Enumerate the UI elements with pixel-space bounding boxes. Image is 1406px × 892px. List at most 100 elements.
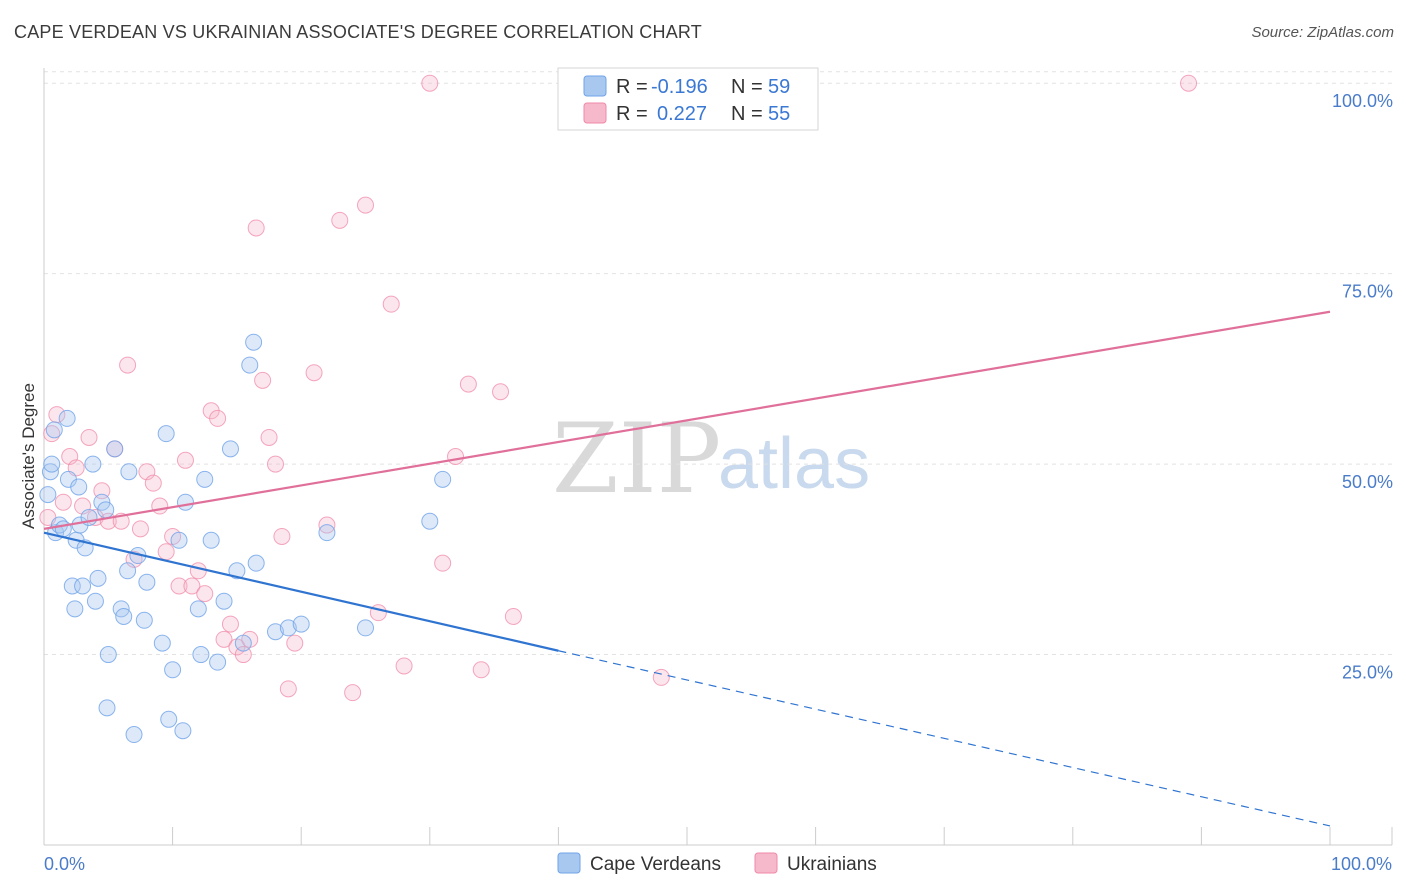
- ukrainian-point: [434, 554, 452, 572]
- cape-verdean-point: [215, 592, 233, 610]
- ukrainian-point: [54, 493, 72, 511]
- y-axis-label: Associate's Degree: [19, 383, 38, 529]
- cape-verdean-point: [421, 512, 439, 530]
- ukrainian-point: [273, 527, 291, 545]
- ukrainian-point: [266, 455, 284, 473]
- y-tick-label: 25.0%: [1342, 663, 1393, 683]
- ukrainian-point: [504, 607, 522, 625]
- cape-verdeans-trend-line: [43, 531, 559, 652]
- ukrainian-point: [421, 74, 439, 92]
- ukrainian-point: [260, 428, 278, 446]
- cape-verdean-point: [174, 722, 192, 740]
- cape-verdean-point: [99, 646, 117, 664]
- ukrainian-point: [119, 356, 137, 374]
- legend-swatch-cape-verdeans: [583, 75, 607, 97]
- cape-verdean-point: [39, 486, 57, 504]
- cape-verdean-point: [119, 562, 137, 580]
- y-tick-label: 75.0%: [1342, 282, 1393, 302]
- ukrainian-point: [221, 615, 239, 633]
- cape-verdean-point: [98, 699, 116, 717]
- cape-verdean-point: [45, 421, 63, 439]
- ukrainian-point: [652, 668, 670, 686]
- ukrainian-point: [331, 211, 349, 229]
- legend-n-value-1: 59: [768, 76, 790, 98]
- bottom-legend-swatch-ukrainians: [754, 852, 778, 874]
- ukrainian-point: [131, 520, 149, 538]
- cape-verdean-point: [357, 619, 374, 637]
- cape-verdean-point: [164, 661, 182, 679]
- cape-verdean-point: [241, 356, 259, 374]
- ukrainian-point: [183, 577, 201, 595]
- y-tick-label: 100.0%: [1332, 91, 1393, 111]
- ukrainian-point: [395, 657, 413, 675]
- ukrainian-point: [176, 451, 194, 469]
- ukrainian-point: [492, 383, 510, 401]
- cape-verdean-point: [170, 531, 188, 549]
- ukrainian-point: [279, 680, 297, 698]
- cape-verdean-point: [89, 569, 107, 587]
- cape-verdean-point: [228, 562, 246, 580]
- cape-verdean-point: [266, 623, 284, 641]
- chart-source: Source: ZipAtlas.com: [1251, 24, 1394, 41]
- cape-verdean-point: [434, 470, 452, 488]
- cape-verdean-point: [234, 634, 252, 652]
- cape-verdean-point: [43, 455, 61, 473]
- ukrainian-point: [459, 375, 477, 393]
- cape-verdean-point: [221, 440, 239, 458]
- cape-verdean-point: [120, 463, 138, 481]
- cape-verdean-point: [66, 600, 84, 618]
- cape-verdean-point: [192, 646, 210, 664]
- legend-r-value-2: 0.227: [657, 103, 707, 125]
- bottom-legend-swatch-cape-verdeans: [557, 852, 581, 874]
- series-legend: Cape Verdeans Ukrainians: [557, 852, 877, 875]
- legend-r-label-2: R =: [616, 103, 648, 125]
- cape-verdean-point: [63, 577, 81, 595]
- cape-verdean-point: [115, 607, 133, 625]
- watermark-zip: ZIP: [552, 403, 721, 515]
- cape-verdean-point: [279, 619, 297, 637]
- legend-r-label-1: R =: [616, 76, 648, 98]
- ukrainian-point: [247, 219, 265, 237]
- ukrainian-point: [189, 562, 207, 580]
- cape-verdean-point: [106, 440, 124, 458]
- cape-verdean-point: [209, 653, 227, 671]
- y-tick-labels: 25.0% 50.0% 75.0% 100.0%: [1332, 91, 1393, 682]
- cape-verdean-point: [84, 455, 102, 473]
- cape-verdean-point: [160, 710, 178, 728]
- ukrainian-point: [254, 371, 272, 389]
- cape-verdean-point: [247, 554, 265, 572]
- legend-n-label-2: N =: [731, 103, 763, 125]
- cape-verdean-point: [245, 333, 263, 351]
- ukrainian-point: [447, 448, 465, 465]
- cape-verdean-point: [292, 615, 310, 633]
- cape-verdeans-trend-line-extension: [558, 650, 1331, 827]
- x-tick-label-min: 0.0%: [44, 854, 85, 874]
- cape-verdean-point: [189, 600, 207, 618]
- ukrainian-point: [344, 684, 362, 702]
- cape-verdean-point: [135, 611, 153, 629]
- ukrainian-point: [80, 428, 98, 446]
- ukrainian-point: [472, 661, 490, 679]
- cape-verdeans-points: [39, 333, 452, 744]
- x-tick-label-max: 100.0%: [1331, 854, 1392, 874]
- chart-title: CAPE VERDEAN VS UKRAINIAN ASSOCIATE'S DE…: [14, 22, 702, 42]
- cape-verdean-point: [86, 592, 104, 610]
- ukrainian-point: [215, 630, 233, 648]
- ukrainian-point: [382, 295, 400, 313]
- ukrainian-point: [144, 474, 162, 492]
- x-axis-ticks: [43, 827, 1393, 845]
- ukrainians-points: [39, 74, 1198, 702]
- ukrainian-point: [157, 543, 175, 561]
- trend-lines: [43, 310, 1331, 827]
- ukrainian-point: [1180, 74, 1198, 92]
- cape-verdean-point: [125, 726, 143, 744]
- ukrainian-point: [170, 577, 188, 595]
- bottom-legend-label-cape-verdeans: Cape Verdeans: [590, 854, 721, 875]
- cape-verdean-point: [153, 634, 171, 652]
- cape-verdean-point: [74, 577, 92, 595]
- cape-verdean-point: [93, 493, 111, 511]
- cape-verdean-point: [318, 524, 336, 542]
- ukrainian-point: [196, 585, 214, 603]
- cape-verdean-point: [58, 409, 76, 427]
